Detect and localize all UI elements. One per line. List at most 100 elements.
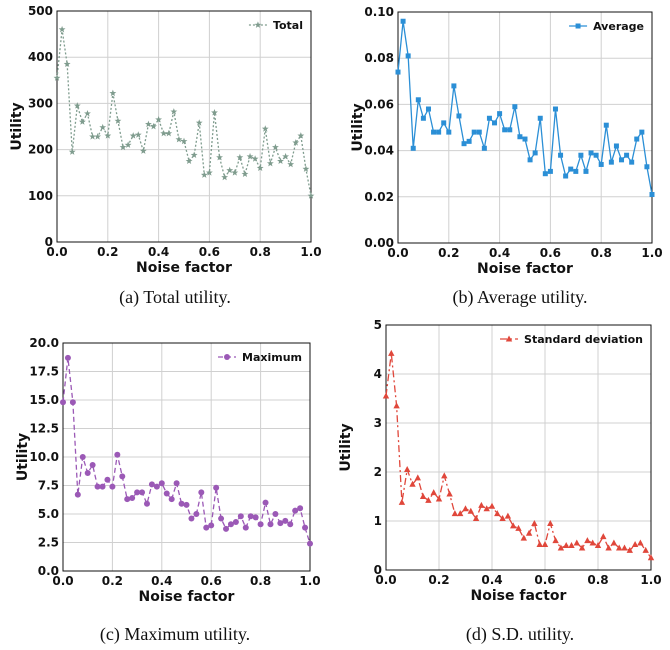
data-point-3 [74,491,81,498]
data-point-39 [252,514,259,521]
x-tick-label: 0.6 [534,573,555,587]
data-point-27 [190,151,198,159]
data-point-7 [419,493,427,499]
data-point-37 [583,168,589,174]
data-point-21 [494,510,501,517]
data-point-43 [272,511,279,517]
data-point-45 [624,152,630,158]
y-tick-label: 200 [28,143,53,157]
data-point-32 [218,515,225,522]
data-point-47 [634,136,640,142]
data-point-35 [573,168,579,174]
y-tick-label: 17.5 [29,365,59,379]
y-axis-label: Utility [9,102,25,150]
data-point-20 [158,480,165,487]
data-point-9 [430,489,437,496]
x-tick-label: 1.0 [640,573,661,587]
y-tick-label: 0 [374,563,382,577]
data-point-34 [563,542,570,548]
data-point-28 [195,119,203,126]
y-tick-label: 0 [45,235,53,249]
data-point-1 [388,349,395,356]
x-tick-label: 0.6 [540,246,561,260]
data-point-23 [512,104,518,110]
data-point-42 [608,159,614,165]
y-tick-label: 7.5 [38,479,59,493]
data-point-40 [594,542,602,548]
x-tick-label: 0.8 [250,245,271,259]
plot-frame [62,342,311,572]
data-point-39 [251,155,259,162]
data-point-16 [467,507,474,514]
x-tick-label: 1.0 [299,574,320,588]
data-point-27 [193,511,200,517]
data-point-26 [520,534,527,541]
data-point-50 [647,554,655,561]
data-point-9 [99,123,107,131]
y-tick-label: 5.0 [38,507,59,521]
data-point-18 [478,501,485,508]
data-point-30 [541,541,549,548]
data-point-11 [441,472,448,479]
data-point-43 [613,143,619,149]
data-point-22 [499,515,506,522]
data-point-2 [405,53,411,59]
data-point-0 [53,74,61,81]
data-point-45 [621,544,628,551]
series-line [62,357,311,544]
data-point-17 [472,515,480,522]
legend: Maximum [218,351,302,364]
chart-panel-1: 0.0 0.2 0.4 0.6 0.8 1.0 0.00 0.02 0.04 0.06 0.08 0.… [350,5,663,308]
data-point-30 [547,168,553,174]
data-point-14 [124,141,132,148]
data-point-13 [461,141,467,147]
data-point-29 [200,171,208,178]
data-point-32 [216,153,223,161]
data-point-32 [552,537,559,544]
data-point-20 [488,502,496,509]
data-point-17 [481,145,487,151]
x-tick-label: 0.0 [46,245,67,259]
data-point-14 [457,510,464,517]
data-point-46 [629,159,635,165]
y-tick-label: 0.04 [364,144,394,158]
y-axis-label: Utility [350,103,366,151]
data-point-36 [578,152,584,158]
data-point-45 [282,517,289,524]
x-tick-label: 1.0 [300,245,321,259]
data-point-legend [224,354,230,360]
data-point-40 [598,161,604,167]
x-axis-label: Noise factor [136,260,232,276]
data-point-14 [466,138,472,144]
data-point-4 [73,102,81,109]
x-tick-label: 0.8 [250,574,271,588]
data-point-43 [272,143,279,151]
data-point-33 [221,173,229,181]
series-0 [382,349,655,561]
data-point-21 [502,127,508,133]
data-point-48 [297,132,305,139]
data-point-18 [486,115,492,121]
chart-panel-3: 0.0 0.2 0.4 0.6 0.8 1.0 0 1 2 3 4 5 Noise factor Util… [338,318,662,645]
y-tick-label: 100 [28,189,53,203]
data-point-31 [552,106,558,112]
data-point-38 [584,537,591,544]
chart-panel-0: 0.0 0.2 0.4 0.6 0.8 1.0 0 100 200 300 400 500 Noise … [9,4,322,308]
data-point-18 [148,481,155,488]
x-tick-label: 0.6 [201,574,222,588]
data-point-50 [307,540,313,547]
data-point-2 [393,402,400,409]
x-tick-label: 0.2 [97,245,118,259]
series-line [397,21,653,195]
x-tick-label: 0.2 [438,246,459,260]
y-tick-label: 400 [28,50,53,64]
data-point-18 [145,120,152,128]
y-tick-label: 4 [374,367,382,381]
data-point-8 [425,496,432,503]
data-point-legend [505,335,513,342]
data-point-29 [536,541,543,548]
grid-lines [56,10,312,243]
legend: Average [569,20,644,33]
panel-caption: (b) Average utility. [453,287,588,308]
